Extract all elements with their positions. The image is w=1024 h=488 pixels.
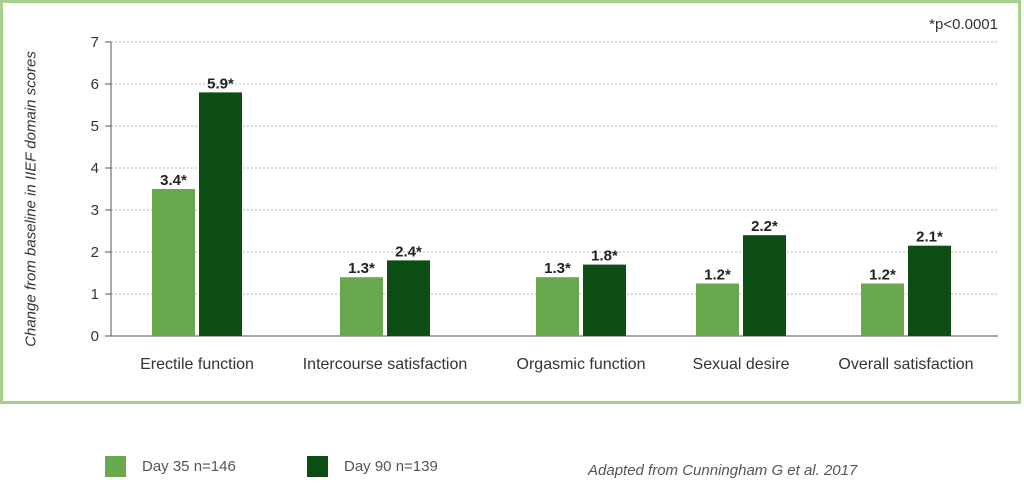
data-label: 2.1*	[916, 229, 943, 246]
legend-label-day90: Day 90 n=139	[344, 458, 438, 475]
data-label: 1.2*	[704, 267, 731, 284]
y-tick-label: 3	[91, 202, 99, 219]
bar	[340, 277, 383, 336]
data-label: 1.2*	[869, 267, 896, 284]
bar	[199, 92, 242, 337]
data-label: 2.2*	[751, 218, 778, 235]
frame-edge	[1021, 0, 1024, 404]
gridlines	[111, 41, 998, 295]
y-tick-label: 5	[91, 118, 99, 135]
bar	[861, 283, 904, 336]
bar	[387, 260, 430, 336]
x-category-label: Orgasmic function	[517, 356, 646, 373]
y-tick-label: 0	[91, 328, 99, 345]
y-tick-label: 1	[91, 286, 99, 303]
bars	[152, 92, 951, 337]
significance-note: *p<0.0001	[929, 16, 998, 33]
x-category-label: Overall satisfaction	[838, 356, 973, 373]
legend: Day 35 n=146 Day 90 n=139	[0, 456, 1024, 488]
bar	[696, 283, 739, 336]
data-label: 2.4*	[395, 243, 422, 260]
data-labels: 3.4* 5.9* 1.3* 2.4* 1.3* 1.8* 1.2* 2.2* 1.2* 2.1*	[160, 75, 943, 283]
y-tick-label: 6	[91, 76, 99, 93]
bar	[152, 189, 195, 336]
data-label: 1.3*	[544, 260, 571, 277]
x-category-label: Intercourse satisfaction	[303, 356, 468, 373]
source-note: Adapted from Cunningham G et al. 2017	[588, 462, 858, 479]
chart-frame	[0, 0, 1021, 404]
data-label: 1.8*	[591, 248, 618, 265]
y-tick-label: 4	[91, 160, 99, 177]
legend-swatch-day90	[307, 456, 328, 477]
y-axis-label: Change from baseline in IIEF domain scor…	[22, 51, 40, 347]
x-category-label: Erectile function	[140, 356, 254, 373]
data-label: 5.9*	[207, 75, 234, 92]
y-tick-label: 7	[91, 34, 99, 51]
bar	[743, 235, 786, 336]
x-category-label: Sexual desire	[693, 356, 790, 373]
y-tick-label: 2	[91, 244, 99, 261]
legend-swatch-day35	[105, 456, 126, 477]
data-label: 1.3*	[348, 260, 375, 277]
bar	[536, 277, 579, 336]
data-label: 3.4*	[160, 172, 187, 189]
bar	[583, 264, 626, 336]
bar-chart: 0 1 2 3 4 5 6 7 Erectile function Intercourse sat…	[91, 34, 998, 373]
legend-label-day35: Day 35 n=146	[142, 458, 236, 475]
bar	[908, 245, 951, 336]
legend-item-day35: Day 35 n=146	[105, 456, 236, 477]
legend-item-day90: Day 90 n=139	[307, 456, 438, 477]
